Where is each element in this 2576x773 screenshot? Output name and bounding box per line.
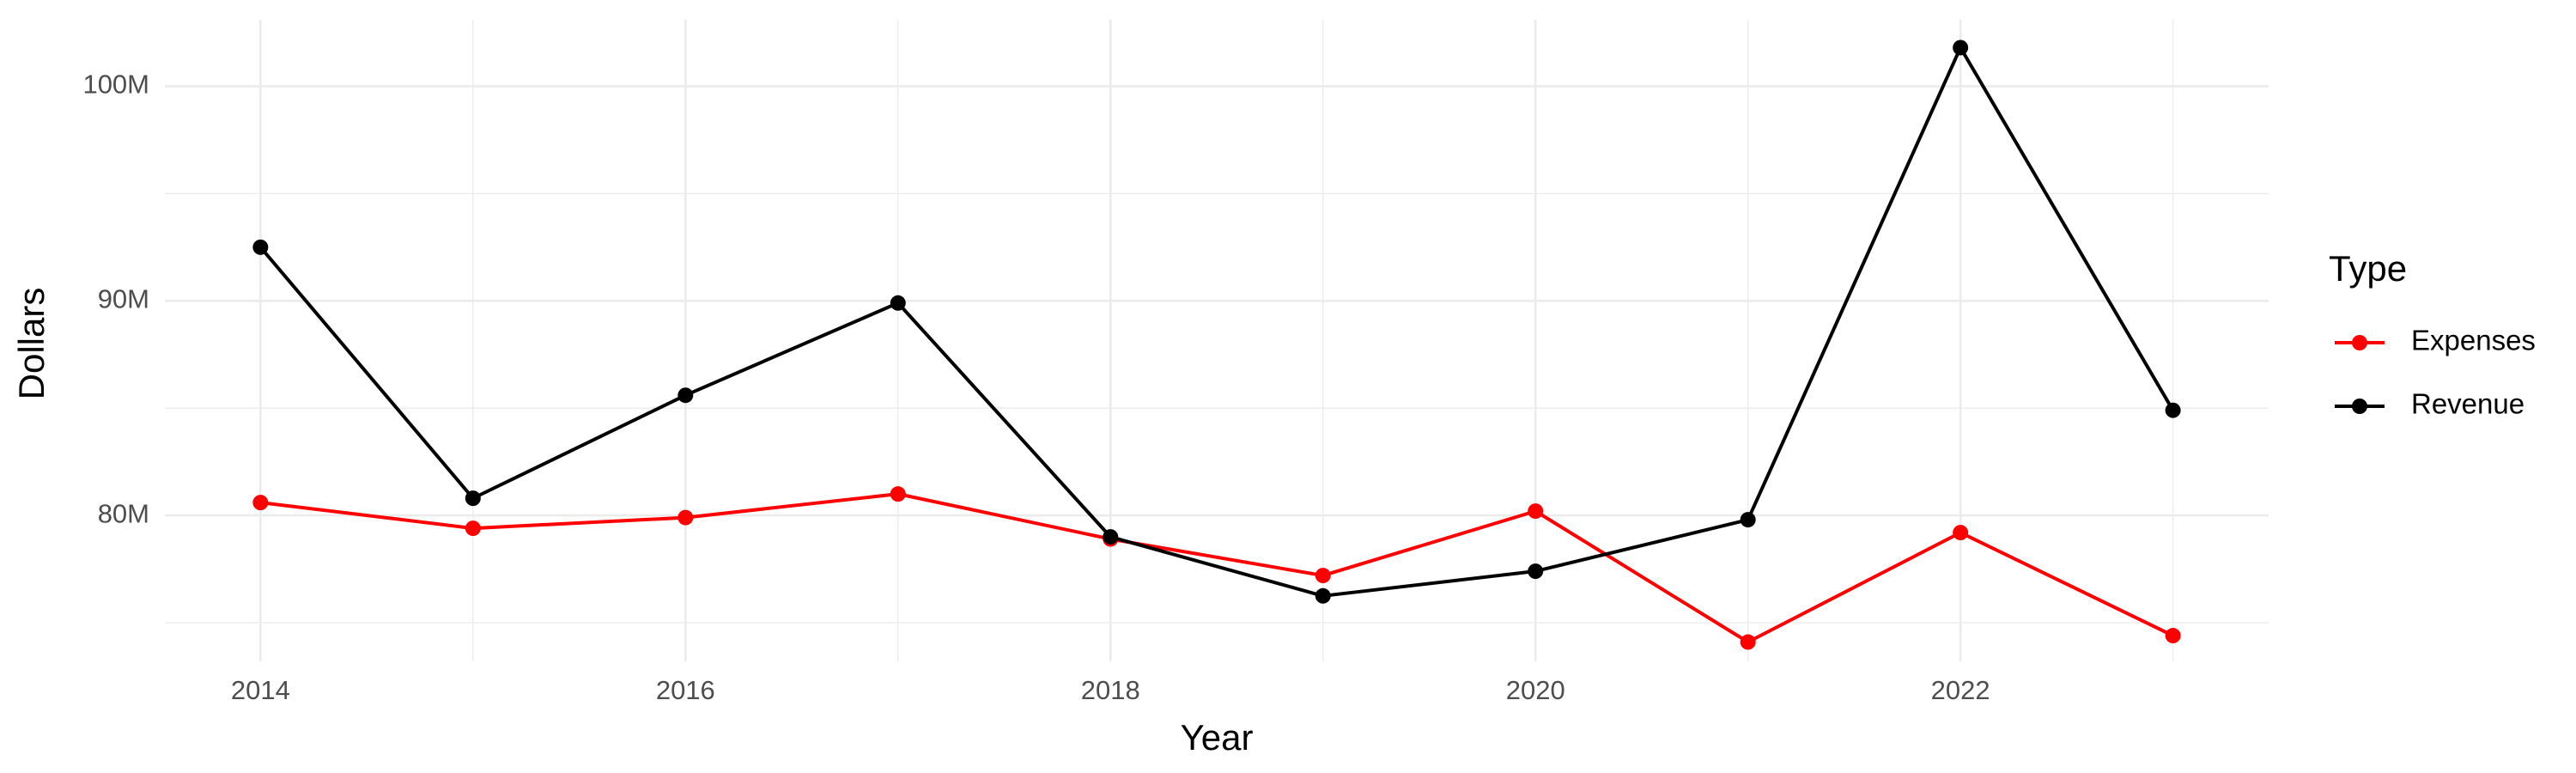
legend-key-point [2352, 399, 2367, 414]
data-point [1528, 563, 1544, 580]
data-point [2165, 628, 2181, 644]
data-point [252, 239, 269, 255]
x-tick-label: 2016 [656, 675, 715, 705]
data-point [1953, 525, 1969, 541]
x-tick-label: 2014 [231, 675, 290, 705]
series-line [260, 492, 2174, 644]
legend-key-point [2352, 335, 2367, 350]
data-point [1740, 634, 1756, 650]
legend-label: Revenue [2411, 388, 2524, 420]
y-tick-label: 100M [82, 70, 149, 100]
data-point [1103, 529, 1119, 545]
data-point [1740, 512, 1756, 528]
data-point [2165, 402, 2181, 418]
data-point [890, 486, 906, 502]
data-point [465, 520, 481, 537]
data-point [1315, 568, 1331, 584]
legend-title: Type [2329, 248, 2407, 289]
data-point [890, 295, 906, 311]
x-tick-label: 2022 [1931, 675, 1990, 705]
y-axis-title: Dollars [11, 288, 52, 400]
data-point [465, 490, 481, 507]
y-tick-label: 80M [98, 498, 149, 528]
data-point [677, 387, 694, 404]
data-point [677, 509, 694, 526]
x-tick-label: 2020 [1506, 675, 1565, 705]
x-axis-title: Year [1181, 717, 1254, 758]
x-tick-label: 2018 [1081, 675, 1140, 705]
series-line [258, 46, 2175, 598]
data-point [1953, 40, 1969, 56]
data-point [1315, 587, 1331, 604]
data-point [252, 495, 269, 511]
legend-label: Expenses [2411, 325, 2536, 356]
y-tick-label: 90M [98, 283, 149, 313]
data-point [1528, 503, 1544, 520]
